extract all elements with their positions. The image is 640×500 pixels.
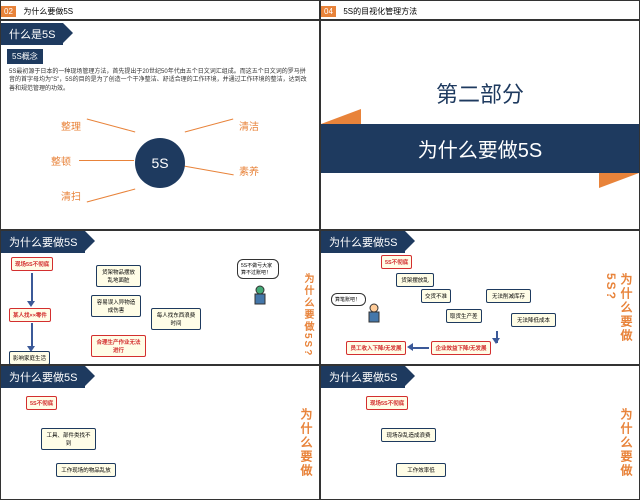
box-s3-2: 某人找××零件 <box>9 308 51 322</box>
worker-icon-2 <box>363 301 385 323</box>
header-s6: 为什么要做5S <box>321 366 405 388</box>
box-s3-0: 现场5S不彻底 <box>11 257 53 271</box>
spoke-2: 整顿 <box>51 153 71 168</box>
slide-flow-1: 为什么要做5S 现场5S不彻底 货架物品摆放乱地面脏 某人找××零件 容易误入异… <box>0 230 320 365</box>
triangle-right <box>599 173 639 188</box>
vtext-s5: 为什么要做 <box>298 408 315 478</box>
vtext-s3: 为什么要做5S? <box>300 273 315 357</box>
box-s3-3: 容易误入异物造成伤害 <box>91 295 141 317</box>
box-s5-1: 工具、部件类找不到 <box>41 428 96 450</box>
spoke-4: 清洁 <box>239 118 259 133</box>
box-s5-0: 5S不彻底 <box>26 396 57 410</box>
spoke-1: 整理 <box>61 118 81 133</box>
box-s6-0: 现场5S不彻底 <box>366 396 408 410</box>
top-r-text: 5S的目视化管理方法 <box>343 7 417 16</box>
num-02: 02 <box>1 6 16 17</box>
box-s4-7: 员工收入下降/无发展 <box>346 341 406 355</box>
slide-flow-2: 为什么要做5S 5S不彻底 货架摆放乱 交货不准 无法削减库存 取货生产差 无法… <box>320 230 640 365</box>
spoke-5: 素养 <box>239 163 259 178</box>
box-s4-5: 无法降低成本 <box>511 313 556 327</box>
bubble-s4: 算笔账吧！ <box>331 293 366 306</box>
section-banner: 为什么要做5S <box>321 124 639 173</box>
slide-5s-concept: 什么是5S 5S概念 5S最初源于日本的一种现场管理方法，首先提出于20世纪50… <box>0 20 320 230</box>
box-s3-5: 合理生产作业无法进行 <box>91 335 146 357</box>
box-s3-1: 货架物品摆放乱地面脏 <box>96 265 141 287</box>
concept-label: 5S概念 <box>7 49 43 64</box>
slide-flow-3: 为什么要做5S 5S不彻底 工具、部件类找不到 工作现场的物品乱放 为什么要做 <box>0 365 320 500</box>
header-s5: 为什么要做5S <box>1 366 85 388</box>
box-s3-6: 影响家庭生活 <box>9 351 50 365</box>
spoke-diagram: 5S 整理 整顿 清扫 清洁 素养 <box>1 103 319 223</box>
triangle-left <box>321 109 361 124</box>
box-s4-3: 无法削减库存 <box>486 289 531 303</box>
box-s6-2: 工作效率低 <box>396 463 446 477</box>
box-s5-2: 工作现场的物品乱放 <box>56 463 116 477</box>
top-l-text: 为什么要做5S <box>23 7 73 16</box>
header-s3: 为什么要做5S <box>1 231 85 253</box>
top-left-slide: 02 为什么要做5S <box>0 0 320 20</box>
banner-text: 为什么要做5S <box>418 140 542 162</box>
box-s4-0: 5S不彻底 <box>381 255 412 269</box>
concept-desc: 5S最初源于日本的一种现场管理方法，首先提出于20世纪50年代由五个日文词汇组成… <box>1 66 319 95</box>
box-s4-6: 企业效益下降/无发展 <box>431 341 491 355</box>
header-s4: 为什么要做5S <box>321 231 405 253</box>
worker-icon <box>249 283 271 305</box>
box-s4-1: 货架摆放乱 <box>396 273 434 287</box>
box-s4-2: 交货不准 <box>421 289 451 303</box>
spoke-3: 清扫 <box>61 188 81 203</box>
vtext-s4: 为什么要做5S? <box>604 273 635 365</box>
box-s3-4: 每人找东西浪费时间 <box>151 308 201 330</box>
vtext-s6: 为什么要做 <box>618 408 635 478</box>
num-04: 04 <box>321 6 336 17</box>
slide-section-title: 第二部分 为什么要做5S <box>320 20 640 230</box>
top-right-slide: 04 5S的目视化管理方法 <box>320 0 640 20</box>
slide-flow-4: 为什么要做5S 现场5S不彻底 现场杂乱造成浪费 工作效率低 为什么要做 <box>320 365 640 500</box>
bubble-s3: 5S不做亏大家算不过账吧！ <box>237 259 279 279</box>
box-s6-1: 现场杂乱造成浪费 <box>381 428 436 442</box>
header-s1: 什么是5S <box>1 23 63 45</box>
center-circle: 5S <box>135 138 185 188</box>
part-label: 第二部分 <box>436 77 524 109</box>
box-s4-4: 取货生产差 <box>446 309 482 323</box>
